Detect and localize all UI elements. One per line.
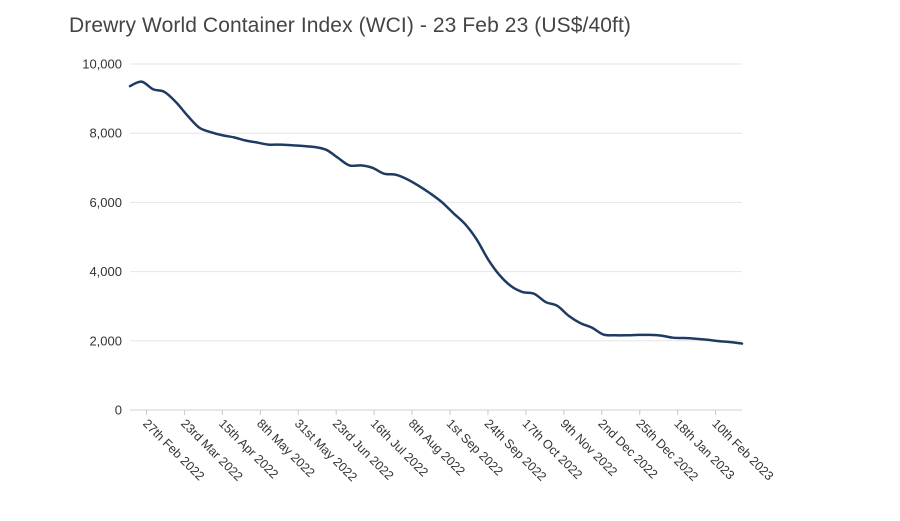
- gridlines: [130, 63, 742, 342]
- y-tick-label: 2,000: [89, 333, 122, 348]
- y-tick-label: 10,000: [82, 57, 122, 72]
- y-tick-label: 4,000: [89, 264, 122, 279]
- series-line-wci: [128, 80, 744, 345]
- chart-title: Drewry World Container Index (WCI) - 23 …: [69, 14, 631, 37]
- x-axis-tick-marks: [145, 410, 717, 415]
- y-tick-label: 0: [115, 403, 122, 418]
- y-tick-label: 6,000: [89, 195, 122, 210]
- y-axis-tick-labels: 0 2,000 4,000 6,000 8,000 10,000: [82, 57, 122, 418]
- y-tick-label: 8,000: [89, 126, 122, 141]
